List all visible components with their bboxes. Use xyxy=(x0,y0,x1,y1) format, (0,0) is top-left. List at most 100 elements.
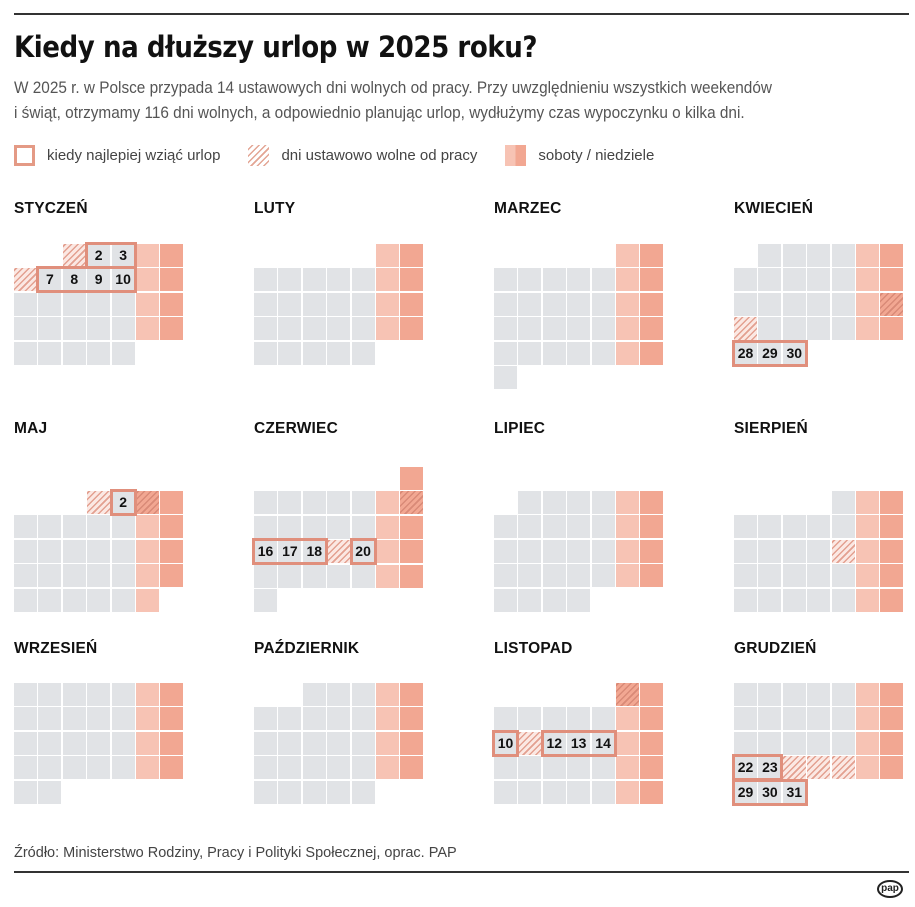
day-number: 22 xyxy=(737,759,754,776)
day-cell xyxy=(302,731,326,755)
day-cell xyxy=(62,683,86,706)
day-cell xyxy=(518,292,542,316)
weekend-cell xyxy=(616,756,639,780)
day-cell: 8 xyxy=(62,268,86,292)
day-cell xyxy=(327,683,351,706)
day-cell xyxy=(591,341,615,365)
day-number: 28 xyxy=(737,344,754,361)
weekend-cell xyxy=(400,268,424,292)
day-number: 9 xyxy=(94,271,103,288)
day-cell xyxy=(734,707,757,731)
day-cell: 2 xyxy=(111,491,135,514)
day-cell xyxy=(14,292,37,316)
day-cell xyxy=(518,515,542,539)
day-cell xyxy=(254,564,277,588)
day-cell xyxy=(38,683,62,706)
weekend-cell xyxy=(136,683,159,706)
month-name: MAJ xyxy=(14,420,48,437)
day-cell xyxy=(351,707,375,731)
day-cell xyxy=(38,780,62,804)
day-cell xyxy=(327,756,351,780)
day-cell xyxy=(831,683,855,706)
day-cell xyxy=(782,683,806,706)
day-cell xyxy=(518,341,542,365)
day-cell xyxy=(758,588,782,612)
day-cell xyxy=(278,268,302,292)
day-cell xyxy=(278,515,302,539)
weekend-cell xyxy=(136,731,159,755)
day-cell: 23 xyxy=(758,756,782,780)
holiday-cell xyxy=(782,756,806,780)
day-cell xyxy=(14,564,37,588)
weekend-cell xyxy=(400,707,424,731)
day-cell xyxy=(542,491,566,514)
day-cell xyxy=(782,515,806,539)
weekend-cell xyxy=(880,244,904,267)
day-cell xyxy=(518,539,542,563)
day-cell xyxy=(831,515,855,539)
day-cell xyxy=(38,317,62,341)
day-cell xyxy=(567,756,591,780)
source-note: Źródło: Ministerstwo Rodziny, Pracy i Po… xyxy=(14,845,457,861)
weekend-cell xyxy=(616,564,639,588)
day-cell xyxy=(278,756,302,780)
day-cell xyxy=(38,539,62,563)
day-cell xyxy=(758,268,782,292)
day-cell xyxy=(567,317,591,341)
day-cell xyxy=(831,244,855,267)
day-cell xyxy=(38,292,62,316)
day-cell xyxy=(567,268,591,292)
day-cell: 9 xyxy=(87,268,111,292)
day-cell xyxy=(62,539,86,563)
weekend-cell xyxy=(400,540,424,564)
day-cell xyxy=(542,564,566,588)
day-cell xyxy=(278,780,302,804)
day-cell xyxy=(782,707,806,731)
day-cell xyxy=(62,564,86,588)
day-cell xyxy=(542,515,566,539)
day-cell xyxy=(111,707,135,731)
month-name: STYCZEŃ xyxy=(14,200,88,217)
day-cell xyxy=(734,539,757,563)
day-cell xyxy=(494,292,517,316)
day-cell xyxy=(807,268,831,292)
day-cell: 18 xyxy=(302,540,326,564)
weekend-cell xyxy=(856,292,879,316)
weekend-cell xyxy=(856,683,879,706)
day-cell xyxy=(62,515,86,539)
day-cell xyxy=(542,707,566,731)
day-cell xyxy=(758,731,782,755)
day-cell xyxy=(782,564,806,588)
day-cell xyxy=(327,292,351,316)
day-cell xyxy=(278,707,302,731)
description: W 2025 r. w Polsce przypada 14 ustawowyc… xyxy=(14,76,851,126)
holiday-cell xyxy=(14,268,37,292)
day-cell: 20 xyxy=(351,540,375,564)
weekend-cell xyxy=(640,539,664,563)
day-number: 14 xyxy=(595,734,611,751)
day-cell xyxy=(567,588,591,612)
weekend-cell xyxy=(376,515,399,539)
weekend-cell xyxy=(640,515,664,539)
weekend-cell xyxy=(640,491,664,514)
day-cell xyxy=(254,707,277,731)
day-cell xyxy=(591,756,615,780)
day-cell xyxy=(518,707,542,731)
day-cell xyxy=(758,683,782,706)
day-cell xyxy=(591,539,615,563)
day-cell xyxy=(254,756,277,780)
weekend-cell xyxy=(400,515,424,539)
day-cell xyxy=(254,317,277,341)
weekend-cell xyxy=(616,515,639,539)
day-cell xyxy=(302,683,326,706)
day-cell xyxy=(62,707,86,731)
day-cell xyxy=(254,292,277,316)
holiday-cell xyxy=(734,317,757,341)
day-cell xyxy=(302,756,326,780)
weekend-cell xyxy=(136,317,159,341)
day-cell xyxy=(494,515,517,539)
day-cell xyxy=(758,707,782,731)
day-cell xyxy=(807,515,831,539)
day-cell xyxy=(518,564,542,588)
day-cell xyxy=(591,564,615,588)
